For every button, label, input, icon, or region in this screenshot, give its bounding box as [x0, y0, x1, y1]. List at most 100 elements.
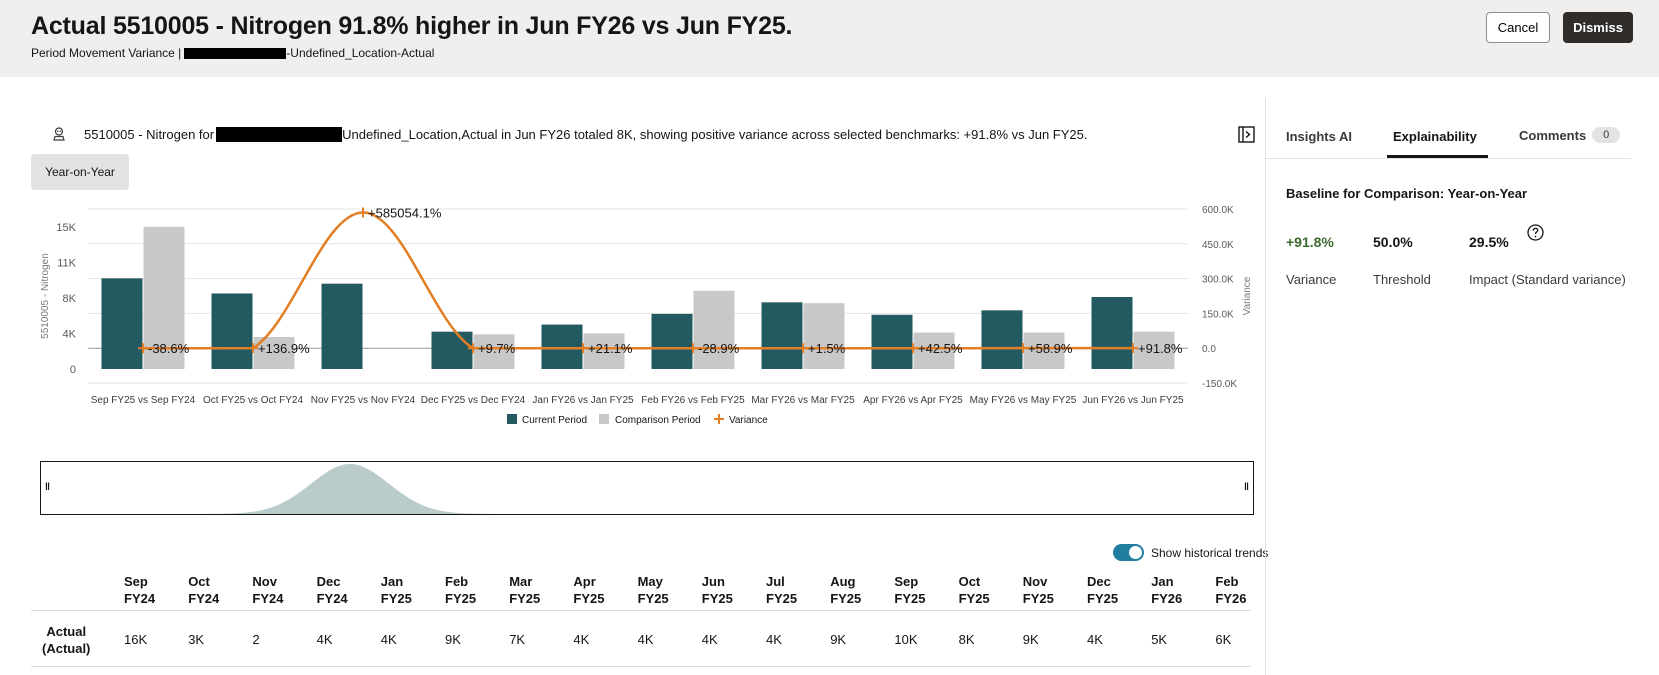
y2-tick-label: 450.0K — [1202, 240, 1234, 251]
y2-tick-label: 0.0 — [1202, 344, 1216, 355]
y-tick-label: 0 — [70, 364, 76, 376]
toggle-label: Show historical trends — [1151, 545, 1269, 560]
toggle-switch[interactable] — [1113, 544, 1144, 561]
legend-swatch-current — [507, 414, 517, 424]
legend-label-comparison: Comparison Period — [615, 415, 701, 426]
y-tick-label: 11K — [57, 257, 76, 269]
baseline-title: Baseline for Comparison: Year-on-Year — [1286, 186, 1528, 201]
month-value: 9K — [1022, 632, 1039, 647]
month-value: 8K — [958, 632, 975, 647]
month-value: 4K — [1087, 632, 1103, 647]
tab-explainability[interactable]: Explainability — [1393, 129, 1477, 144]
variance-value: +91.8% — [1286, 234, 1334, 250]
y-tick-label: 4K — [63, 328, 77, 340]
bar-comparison-period — [693, 290, 735, 369]
month-header: May FY25 — [637, 574, 669, 606]
chart-overview[interactable]: ‖ ‖ — [40, 461, 1254, 515]
bar-current-period — [541, 324, 583, 369]
y2-axis-title: Variance — [1242, 276, 1253, 315]
cancel-button[interactable]: Cancel — [1486, 12, 1550, 43]
side-panel-tabs: Insights AI Explainability Comments 0 — [1266, 118, 1631, 159]
y2-tick-label: 150.0K — [1202, 309, 1234, 320]
help-icon[interactable] — [1527, 224, 1544, 241]
variance-point — [358, 207, 368, 218]
row-label-line1: Actual — [46, 624, 87, 639]
redacted-block — [216, 126, 343, 142]
variance-point — [1128, 343, 1138, 354]
variance-label: Variance — [1286, 272, 1337, 287]
impact-value: 29.5% — [1469, 234, 1509, 250]
subtitle-suffix: -Undefined_Location-Actual — [286, 46, 435, 60]
bar-comparison-period — [583, 333, 625, 369]
active-tab-indicator — [1387, 155, 1488, 158]
bar-current-period — [761, 302, 803, 369]
y2-tick-label: 300.0K — [1202, 275, 1234, 286]
variance-data-label: -28.9% — [698, 341, 740, 356]
month-value: 4K — [380, 632, 397, 647]
comparison-chip-year-on-year[interactable]: Year-on-Year — [31, 154, 129, 190]
summary-prefix: 5510005 - Nitrogen for — [84, 126, 215, 142]
x-tick-label: Sep FY25 vs Sep FY24 — [91, 395, 196, 406]
month-value: 4K — [766, 632, 782, 647]
bar-comparison-period — [473, 334, 515, 369]
threshold-value: 50.0% — [1373, 234, 1413, 250]
comments-count-badge: 0 — [1592, 127, 1621, 143]
y-tick-label: 15K — [56, 222, 76, 234]
bar-comparison-period — [1133, 331, 1175, 369]
table-header-row: Sep FY24 Oct FY24 Nov FY24 Dec FY24 Jan FY25… — [31, 571, 1251, 611]
summary-suffix: Undefined_Location,Actual in Jun FY26 to… — [342, 126, 1088, 142]
row-label: Actual (Actual) — [42, 623, 90, 657]
tab-insights-ai[interactable]: Insights AI — [1286, 129, 1352, 144]
month-header: Oct FY25 — [958, 574, 990, 606]
table-row: Actual (Actual) 16K 3K 2 4K 4K 9K 7K 4K 4K 4K 4K 9K… — [31, 611, 1251, 667]
month-header: Sep FY25 — [894, 574, 926, 606]
month-header: Jul FY25 — [766, 574, 798, 606]
range-handle-left[interactable]: ‖ — [45, 482, 50, 493]
month-value: 4K — [573, 632, 590, 647]
y-axis-title: 5510005 - Nitrogen — [40, 253, 51, 339]
bar-comparison-period — [803, 303, 845, 369]
month-header: Jan FY26 — [1151, 574, 1183, 606]
tab-comments-label: Comments — [1519, 127, 1587, 143]
range-handle-right[interactable]: ‖ — [1244, 482, 1249, 493]
dismiss-button[interactable]: Dismiss — [1563, 12, 1633, 43]
variance-point — [1018, 343, 1028, 354]
month-header: Jun FY25 — [701, 574, 733, 606]
panel-toggle-icon[interactable] — [1238, 126, 1255, 143]
x-tick-label: May FY26 vs May FY25 — [970, 395, 1077, 406]
row-label-line2: (Actual) — [42, 641, 91, 656]
bar-current-period — [651, 313, 693, 369]
variance-point — [578, 343, 588, 354]
legend-swatch-comparison — [599, 414, 609, 424]
variance-data-label: +21.1% — [588, 341, 633, 356]
variance-point — [688, 343, 698, 354]
variance-data-label: +1.5% — [808, 341, 846, 356]
month-header: Feb FY25 — [445, 574, 477, 606]
variance-point — [138, 343, 148, 354]
variance-chart: -150.0K 0.0 150.0K 300.0K 450.0K 600.0K 0 4K 8K 1… — [40, 205, 1253, 426]
legend-swatch-variance — [714, 414, 724, 424]
variance-point — [798, 343, 808, 354]
month-header: Mar FY25 — [509, 574, 541, 606]
x-tick-label: Feb FY26 vs Feb FY25 — [641, 395, 745, 406]
month-header: Nov FY25 — [1022, 574, 1054, 606]
historical-trends-toggle[interactable]: Show historical trends — [1113, 544, 1268, 561]
month-header: Feb FY26 — [1215, 574, 1247, 606]
month-value: 10K — [894, 632, 918, 647]
month-value: 6K — [1215, 632, 1232, 647]
variance-point — [248, 343, 258, 354]
bar-current-period — [321, 283, 363, 369]
threshold-label: Threshold — [1373, 272, 1431, 287]
x-tick-label: Apr FY26 vs Apr FY25 — [863, 395, 963, 406]
tab-comments[interactable]: Comments 0 — [1519, 127, 1621, 143]
variance-data-label: +585054.1% — [368, 205, 442, 220]
subtitle-prefix: Period Movement Variance | — [31, 46, 182, 60]
month-value: 5K — [1151, 632, 1168, 647]
variance-data-label: +42.5% — [918, 341, 963, 356]
month-value: 4K — [316, 632, 333, 647]
x-tick-label: Dec FY25 vs Dec FY24 — [421, 395, 526, 406]
y2-tick-label: 600.0K — [1202, 205, 1234, 216]
month-header: Sep FY24 — [124, 574, 156, 606]
insight-summary: 5510005 - Nitrogen for Undefined_Locatio… — [51, 126, 1088, 142]
bar-current-period — [871, 314, 913, 369]
